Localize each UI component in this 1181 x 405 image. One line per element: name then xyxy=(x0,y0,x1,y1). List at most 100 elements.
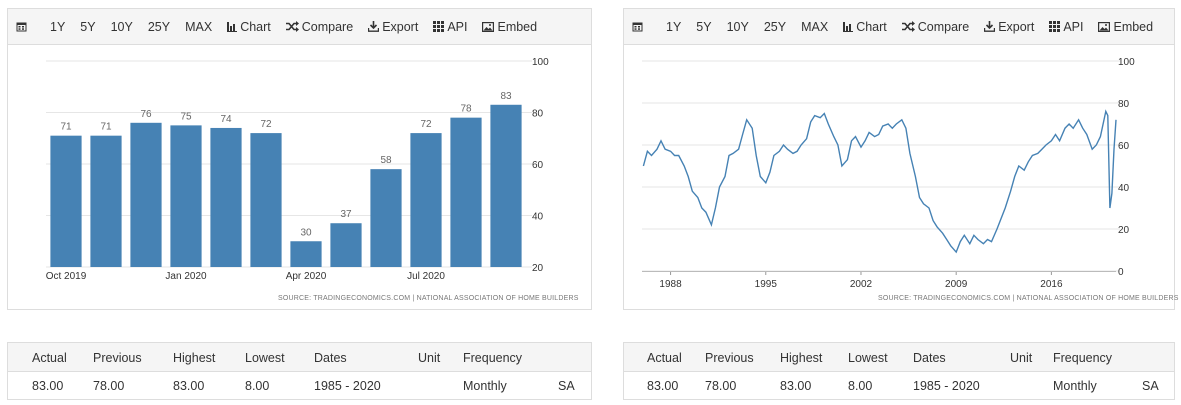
chart-type-button[interactable]: Chart xyxy=(227,20,271,34)
x-tick-label: Apr 2020 xyxy=(286,271,327,282)
range-10y-button[interactable]: 10Y xyxy=(726,19,749,34)
calendar-button[interactable] xyxy=(632,21,646,32)
data-label: 37 xyxy=(340,209,352,220)
chart-data-labels: 71 71 76 75 74 72 30 37 58 72 78 83 xyxy=(60,91,512,238)
bar-chart: 71 71 76 75 74 72 30 37 58 72 78 83 20 40 60 80 100 Oct… xyxy=(46,57,549,282)
y-tick-label: 40 xyxy=(532,212,544,223)
x-tick-label: 1988 xyxy=(659,279,682,290)
bar xyxy=(250,133,282,267)
export-label: Export xyxy=(998,19,1035,34)
x-tick-label: Jan 2020 xyxy=(165,271,207,282)
shuffle-icon xyxy=(901,21,915,32)
source-text: SOURCE: TRADINGECONOMICS.COM | NATIONAL … xyxy=(278,295,579,302)
embed-button[interactable]: Embed xyxy=(482,20,537,34)
table-header-row: Actual Previous Highest Lowest Dates Uni… xyxy=(624,343,1174,372)
stats-table-left: Actual Previous Highest Lowest Dates Uni… xyxy=(7,342,592,400)
data-label: 71 xyxy=(60,122,72,133)
range-max-button[interactable]: MAX xyxy=(185,19,213,34)
calendar-icon xyxy=(632,21,643,32)
value-previous: 78.00 xyxy=(93,379,125,393)
header-highest: Highest xyxy=(173,351,216,365)
bar xyxy=(490,104,522,268)
chart-type-label: Chart xyxy=(240,19,271,34)
stats-table-right: Actual Previous Highest Lowest Dates Uni… xyxy=(623,342,1175,400)
export-button[interactable]: Export xyxy=(984,20,1034,34)
series-line xyxy=(642,109,1117,254)
bar xyxy=(130,122,162,267)
table-row: 83.00 78.00 83.00 8.00 1985 - 2020 Month… xyxy=(624,372,1174,400)
data-label: 58 xyxy=(380,155,392,166)
chart-toolbar: 1Y 5Y 10Y 25Y MAX Chart Compare Export A… xyxy=(8,9,591,45)
export-label: Export xyxy=(382,19,419,34)
chart-panel-right: 1Y 5Y 10Y 25Y MAX Chart Compare Export A… xyxy=(623,8,1178,310)
range-25y-button[interactable]: 25Y xyxy=(763,19,787,34)
bar xyxy=(50,135,82,267)
api-button[interactable]: API xyxy=(1049,20,1083,34)
header-highest: Highest xyxy=(780,351,823,365)
y-tick-label: 40 xyxy=(1118,183,1130,194)
grid-icon xyxy=(433,21,445,32)
bar xyxy=(370,169,402,267)
range-5y-button[interactable]: 5Y xyxy=(80,19,96,34)
data-label: 76 xyxy=(140,109,152,120)
data-label: 75 xyxy=(180,111,192,122)
range-5y-button[interactable]: 5Y xyxy=(696,19,712,34)
download-icon xyxy=(984,21,996,32)
chart-toolbar: 1Y 5Y 10Y 25Y MAX Chart Compare Export A… xyxy=(624,9,1174,45)
y-tick-label: 80 xyxy=(1118,99,1130,110)
source-text: SOURCE: TRADINGECONOMICS.COM | NATIONAL … xyxy=(878,295,1179,302)
compare-button[interactable]: Compare xyxy=(285,20,353,34)
range-10y-button[interactable]: 10Y xyxy=(110,19,133,34)
header-dates: Dates xyxy=(913,351,946,365)
header-previous: Previous xyxy=(93,351,142,365)
api-button[interactable]: API xyxy=(433,20,467,34)
data-label: 72 xyxy=(420,119,432,130)
range-1y-button[interactable]: 1Y xyxy=(50,19,66,34)
y-tick-label: 80 xyxy=(532,109,544,120)
data-label: 83 xyxy=(500,91,512,102)
embed-button[interactable]: Embed xyxy=(1098,20,1153,34)
value-frequency: Monthly xyxy=(1053,379,1097,393)
bar xyxy=(210,127,242,267)
data-label: 30 xyxy=(300,227,312,238)
api-label: API xyxy=(1063,19,1084,34)
data-label: 74 xyxy=(220,114,232,125)
api-label: API xyxy=(447,19,468,34)
header-lowest: Lowest xyxy=(245,351,285,365)
image-icon xyxy=(482,21,495,32)
compare-label: Compare xyxy=(917,19,970,34)
chart-panel-left: 1Y 5Y 10Y 25Y MAX Chart Compare Export A… xyxy=(7,8,592,310)
bar xyxy=(450,117,482,268)
header-unit: Unit xyxy=(418,351,441,365)
header-previous: Previous xyxy=(705,351,754,365)
range-max-button[interactable]: MAX xyxy=(801,19,829,34)
calendar-button[interactable] xyxy=(16,21,30,32)
range-25y-button[interactable]: 25Y xyxy=(147,19,171,34)
y-tick-label: 100 xyxy=(1118,57,1135,68)
bar xyxy=(330,223,362,267)
chart-type-button[interactable]: Chart xyxy=(843,20,887,34)
embed-label: Embed xyxy=(497,19,538,34)
chart-grid xyxy=(642,60,1120,272)
range-1y-button[interactable]: 1Y xyxy=(666,19,682,34)
shuffle-icon xyxy=(285,21,299,32)
x-tick-label: Oct 2019 xyxy=(46,271,87,282)
x-tick-label: 2002 xyxy=(850,279,873,290)
value-lowest: 8.00 xyxy=(245,379,270,393)
bar xyxy=(290,241,322,267)
value-highest: 83.00 xyxy=(173,379,205,393)
compare-button[interactable]: Compare xyxy=(901,19,970,34)
data-label: 72 xyxy=(260,119,272,130)
data-label: 71 xyxy=(100,122,112,133)
chart-y-axis: 20 40 60 80 100 xyxy=(532,57,549,274)
chart-x-axis: Oct 2019 Jan 2020 Apr 2020 Jul 2020 xyxy=(46,271,446,282)
export-button[interactable]: Export xyxy=(368,20,418,34)
header-actual: Actual xyxy=(647,351,682,365)
y-tick-label: 60 xyxy=(1118,141,1130,152)
value-actual: 83.00 xyxy=(647,379,679,393)
value-dates: 1985 - 2020 xyxy=(314,379,381,393)
table-header-row: Actual Previous Highest Lowest Dates Uni… xyxy=(8,343,591,372)
x-tick-label: Jul 2020 xyxy=(407,271,445,282)
bar xyxy=(90,135,122,267)
value-lowest: 8.00 xyxy=(848,379,873,393)
